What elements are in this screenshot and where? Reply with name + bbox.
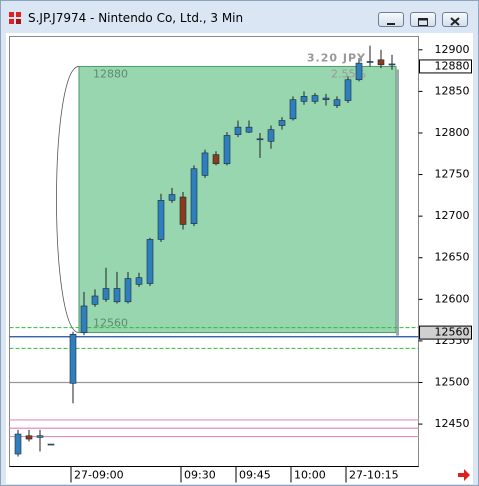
price-marker-box [419, 325, 472, 340]
candle-body [146, 239, 154, 284]
x-tick-label: 09:45 [239, 469, 271, 482]
candle-body [322, 97, 330, 101]
candle-body [333, 99, 341, 106]
candle-body [190, 168, 198, 224]
candle-body [377, 59, 385, 66]
price-marker-label: 12560 [435, 326, 470, 339]
y-tick-label: 12650 [435, 251, 470, 264]
candle-body [25, 435, 33, 440]
app-icon [9, 12, 21, 24]
candle-body [91, 295, 99, 305]
candle-body [179, 196, 187, 225]
icon [450, 17, 460, 26]
candle-body [245, 126, 253, 133]
x-tick-label: 10:00 [294, 469, 326, 482]
y-tick-label: 12700 [435, 209, 470, 222]
candle-body [36, 435, 44, 438]
candle-body [289, 99, 297, 120]
candle-body [102, 288, 110, 300]
measure-curve [56, 66, 80, 333]
title-bar: S.JP.J7974 - Nintendo Co, Ltd., 3 Min [1, 1, 478, 33]
close-button[interactable] [442, 12, 468, 27]
y-tick-label: 12500 [435, 375, 470, 388]
candle-body [168, 194, 176, 201]
price-marker-box [419, 59, 472, 74]
x-tick-label: 27-09:00 [74, 469, 124, 482]
candle-body [355, 62, 363, 81]
y-tick-label: 12850 [435, 84, 470, 97]
candle-body [47, 443, 55, 446]
y-tick-label: 12600 [435, 292, 470, 305]
measure-high-label: 12880 [93, 67, 128, 80]
measure-box [78, 65, 397, 334]
maximize-button[interactable] [410, 12, 436, 27]
minimize-button[interactable] [378, 12, 404, 27]
x-tick-label: 09:30 [184, 469, 216, 482]
y-tick-label: 12900 [435, 43, 470, 56]
candle-body [234, 126, 242, 135]
scroll-arrow[interactable] [458, 469, 470, 481]
candle-body [344, 79, 352, 101]
candle-body [278, 120, 286, 126]
candle-body [300, 96, 308, 102]
icon [418, 18, 428, 26]
candle-body [212, 154, 220, 165]
candle-body [223, 135, 231, 165]
candle-body [311, 95, 319, 102]
measure-low-label: 12560 [93, 317, 128, 330]
y-tick-label: 12750 [435, 168, 470, 181]
y-tick-label: 12450 [435, 417, 470, 430]
y-tick-label: 12800 [435, 126, 470, 139]
candle-body [256, 138, 264, 141]
candle-body [157, 200, 165, 240]
candle-body [267, 129, 275, 142]
candle-body [388, 63, 396, 66]
measure-shadow [396, 69, 399, 336]
candle-body [124, 278, 132, 303]
candle-body [366, 61, 374, 63]
candle-body [113, 288, 121, 303]
window-title: S.JP.J7974 - Nintendo Co, Ltd., 3 Min [28, 11, 244, 25]
x-tick-label: 27-10:15 [349, 469, 399, 482]
icon [387, 23, 395, 25]
candle-body [135, 277, 143, 285]
price-marker-label: 12880 [435, 59, 470, 72]
measure-change: 3.20 JPY [307, 51, 366, 64]
candle-body [80, 305, 88, 333]
candle-body [201, 152, 209, 176]
candle-body [14, 433, 22, 455]
candle-body [69, 333, 77, 384]
